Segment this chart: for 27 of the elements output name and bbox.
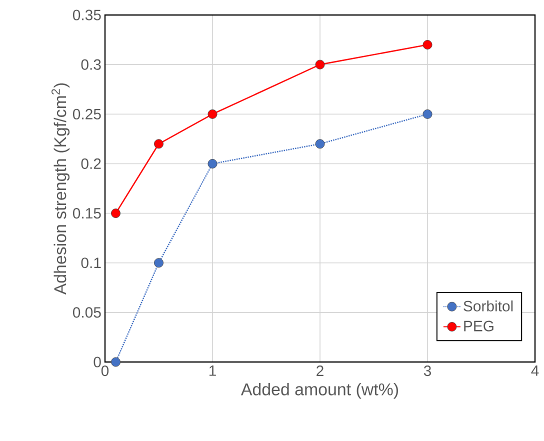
x-tick-label: 2 (316, 366, 324, 376)
point (111, 208, 120, 218)
x-tick-label: 0 (101, 366, 109, 376)
y-tick-label: 0.35 (72, 10, 101, 20)
x-tick-label: 3 (424, 366, 432, 376)
legend-label: PEG (464, 320, 494, 332)
point (208, 158, 218, 168)
point (315, 139, 325, 149)
point (154, 139, 164, 149)
point (422, 109, 432, 119)
y-tick-label: 0 (94, 356, 101, 368)
y-tick-label: 0.25 (72, 108, 101, 120)
point (208, 109, 218, 119)
point (315, 60, 325, 70)
x-axis-title: Added amount (wt%) (240, 382, 398, 399)
y-tick-label: 0.05 (72, 307, 101, 318)
point (422, 40, 432, 50)
x-tick-label: 1 (209, 366, 216, 376)
y-tick-label: 0.2 (81, 158, 101, 169)
x-tick-label: 4 (531, 366, 539, 376)
y-tick-label: 0.15 (72, 208, 101, 219)
point (154, 258, 164, 268)
y-tick-label: 0.1 (81, 258, 101, 268)
point (111, 357, 120, 367)
legend-label: Sorbitol (464, 300, 513, 312)
y-tick-label: 0.3 (81, 59, 101, 70)
y-axis-title: Adhesion strength (Kgf/cm$^{2}$) (52, 83, 70, 295)
